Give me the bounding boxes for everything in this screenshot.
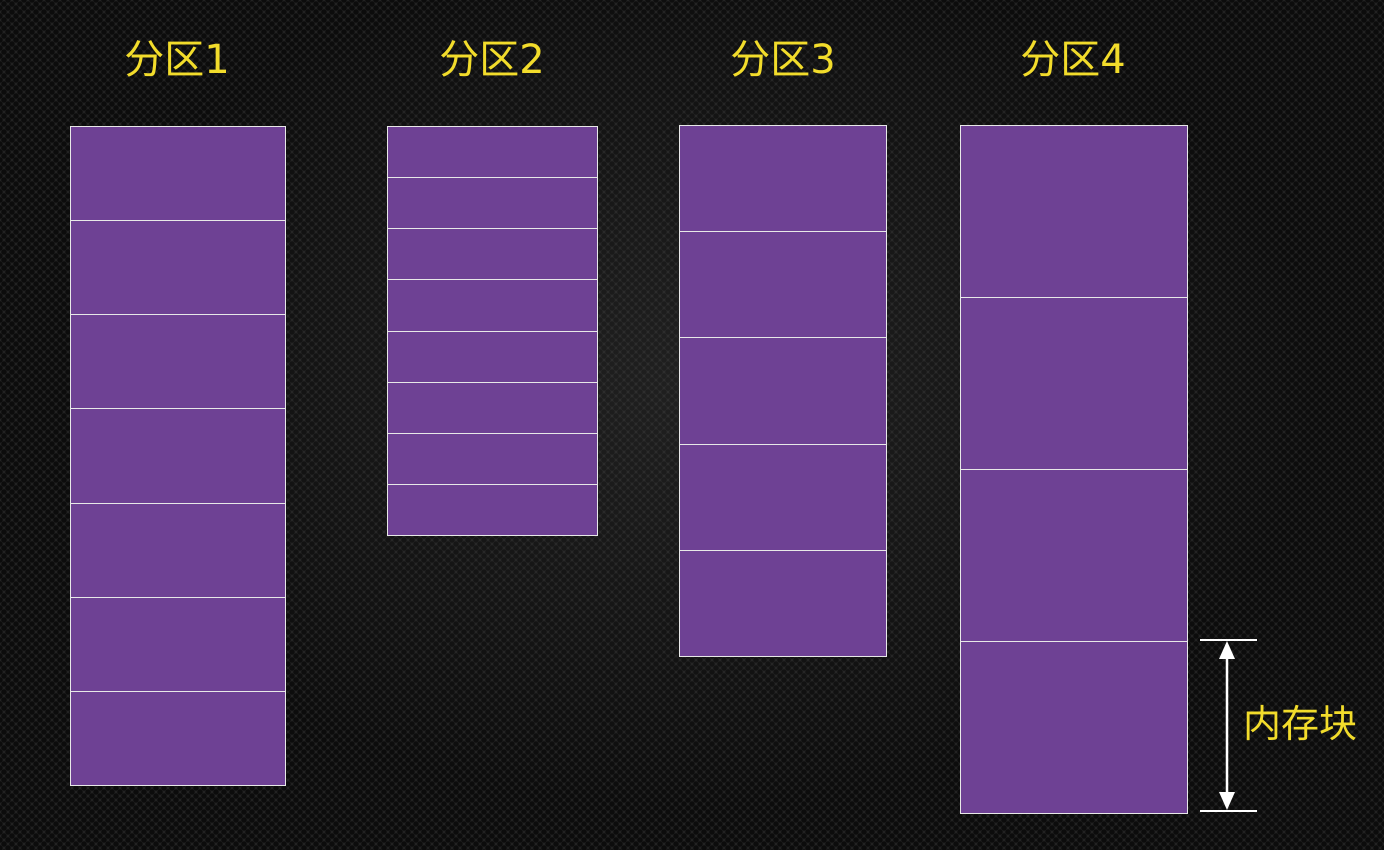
memory-block — [71, 690, 285, 785]
memory-block — [71, 220, 285, 315]
memory-block — [388, 127, 597, 178]
partition-4-title: 分区4 — [1020, 37, 1126, 83]
memory-block — [71, 127, 285, 221]
memory-block — [71, 502, 285, 597]
memory-block — [680, 231, 886, 338]
memory-block-label: 内存块 — [1243, 702, 1358, 746]
memory-block — [961, 641, 1187, 813]
block-dimension-marker — [1200, 639, 1257, 812]
partition-1-title: 分区1 — [124, 37, 230, 83]
memory-block — [680, 443, 886, 550]
memory-block — [961, 297, 1187, 469]
partition-2-title: 分区2 — [439, 37, 545, 83]
memory-block — [961, 126, 1187, 297]
memory-block — [680, 337, 886, 444]
memory-block — [388, 483, 597, 535]
memory-block — [71, 314, 285, 409]
partition-1-column — [70, 126, 286, 786]
memory-block — [680, 126, 886, 232]
memory-block — [388, 330, 597, 382]
partition-2-column — [387, 126, 598, 536]
memory-block — [388, 381, 597, 433]
memory-block — [71, 408, 285, 503]
arrow-down-icon — [1219, 792, 1235, 810]
memory-block — [388, 228, 597, 280]
partition-3-column — [679, 125, 887, 657]
partition-3-title: 分区3 — [730, 37, 836, 83]
memory-block — [388, 279, 597, 331]
memory-block — [71, 596, 285, 691]
partition-4-column — [960, 125, 1188, 814]
memory-block — [961, 469, 1187, 641]
memory-block — [388, 177, 597, 229]
arrow-up-icon — [1219, 641, 1235, 659]
memory-block — [680, 549, 886, 657]
memory-block — [388, 432, 597, 484]
